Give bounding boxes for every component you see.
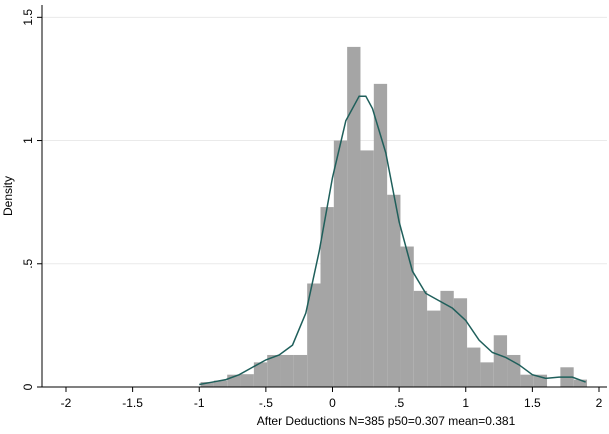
- bar: [347, 46, 361, 387]
- kde-line: [199, 95, 586, 386]
- bar: [573, 379, 588, 387]
- bar: [333, 140, 348, 387]
- x-tick-label: 0: [329, 396, 336, 410]
- x-tick-label: 1: [462, 396, 469, 410]
- x-tick-label: 1.5: [524, 396, 541, 410]
- bar: [373, 83, 388, 388]
- bar: [520, 374, 534, 387]
- bar: [427, 310, 441, 387]
- bar: [307, 283, 321, 387]
- bar: [293, 354, 308, 387]
- y-tick-label: 1: [21, 137, 35, 144]
- bar: [267, 354, 281, 387]
- bar: [480, 362, 494, 387]
- bar: [280, 354, 294, 387]
- bar: [413, 290, 428, 387]
- y-tick-label: 0: [21, 383, 35, 390]
- y-tick-label: .5: [21, 258, 35, 268]
- bar: [467, 347, 481, 387]
- x-tick-label: 2: [596, 396, 603, 410]
- bar: [400, 246, 414, 387]
- bar: [253, 362, 268, 387]
- bar: [453, 298, 468, 387]
- y-tick-label: 1.5: [21, 9, 35, 26]
- bar: [493, 335, 508, 387]
- x-axis-title: After Deductions N=385 p50=0.307 mean=0.…: [257, 414, 516, 428]
- x-tick-label: -1: [194, 396, 205, 410]
- bar: [213, 380, 228, 387]
- x-tick-label: -1.5: [122, 396, 143, 410]
- x-tick-label: -2: [61, 396, 72, 410]
- x-tick-label: -.5: [259, 396, 273, 410]
- bar: [360, 150, 374, 387]
- bar: [320, 207, 334, 387]
- bar: [387, 194, 401, 387]
- x-tick-label: .5: [394, 396, 404, 410]
- bar: [240, 374, 254, 387]
- bar: [200, 382, 214, 387]
- bar: [440, 290, 454, 387]
- y-axis-title: Density: [1, 176, 15, 216]
